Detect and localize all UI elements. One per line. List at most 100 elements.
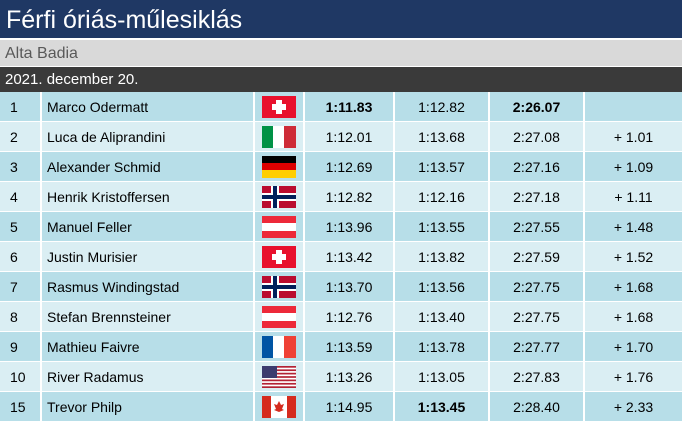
gap: + 1.48: [585, 212, 682, 242]
rank: 1: [0, 92, 42, 122]
run2: 1:13.45: [395, 392, 490, 422]
rank: 10: [0, 362, 42, 392]
flag-icon: [262, 275, 296, 298]
flag-icon: [262, 215, 296, 238]
total: 2:27.16: [490, 152, 585, 182]
gap: + 1.52: [585, 242, 682, 272]
title: Férfi óriás-műlesiklás: [0, 0, 682, 40]
result-row: 15 Trevor Philp 1:14.95 1:13.45 2:28.40 + 2.3…: [0, 392, 682, 422]
flag-icon: [262, 95, 296, 118]
gap: + 1.01: [585, 122, 682, 152]
rank: 3: [0, 152, 42, 182]
result-row: 5 Manuel Feller 1:13.96 1:13.55 2:27.55 + 1.4…: [0, 212, 682, 242]
total: 2:28.40: [490, 392, 585, 422]
rank: 8: [0, 302, 42, 332]
run1: 1:11.83: [305, 92, 395, 122]
total: 2:27.77: [490, 332, 585, 362]
total: 2:27.83: [490, 362, 585, 392]
run2: 1:13.05: [395, 362, 490, 392]
gap: + 1.70: [585, 332, 682, 362]
subtitle: Alta Badia: [0, 40, 682, 67]
total: 2:27.08: [490, 122, 585, 152]
run1: 1:13.96: [305, 212, 395, 242]
results-table: 1 Marco Odermatt 1:11.83 1:12.82 2:26.07 2 Luc…: [0, 92, 682, 422]
gap: + 1.11: [585, 182, 682, 212]
run1: 1:14.95: [305, 392, 395, 422]
flag: [255, 92, 305, 122]
run1: 1:13.26: [305, 362, 395, 392]
flag-icon: [262, 395, 296, 418]
name: Stefan Brennsteiner: [42, 302, 255, 332]
result-row: 9 Mathieu Faivre 1:13.59 1:13.78 2:27.77 + 1.…: [0, 332, 682, 362]
gap: + 1.68: [585, 272, 682, 302]
flag: [255, 332, 305, 362]
flag: [255, 362, 305, 392]
run2: 1:13.57: [395, 152, 490, 182]
run1: 1:12.69: [305, 152, 395, 182]
run2: 1:13.68: [395, 122, 490, 152]
name: Henrik Kristoffersen: [42, 182, 255, 212]
name: Trevor Philp: [42, 392, 255, 422]
name: Marco Odermatt: [42, 92, 255, 122]
flag: [255, 122, 305, 152]
result-row: 1 Marco Odermatt 1:11.83 1:12.82 2:26.07: [0, 92, 682, 122]
run1: 1:13.70: [305, 272, 395, 302]
flag-icon: [262, 365, 296, 388]
run1: 1:12.01: [305, 122, 395, 152]
result-row: 3 Alexander Schmid 1:12.69 1:13.57 2:27.16 + …: [0, 152, 682, 182]
total: 2:26.07: [490, 92, 585, 122]
gap: [585, 92, 682, 122]
rank: 7: [0, 272, 42, 302]
rank: 2: [0, 122, 42, 152]
flag-icon: [262, 245, 296, 268]
name: River Radamus: [42, 362, 255, 392]
gap: + 1.68: [585, 302, 682, 332]
rank: 15: [0, 392, 42, 422]
result-row: 7 Rasmus Windingstad 1:13.70 1:13.56 2:27.75…: [0, 272, 682, 302]
gap: + 2.33: [585, 392, 682, 422]
run1: 1:13.59: [305, 332, 395, 362]
rank: 5: [0, 212, 42, 242]
gap: + 1.09: [585, 152, 682, 182]
result-row: 8 Stefan Brennsteiner 1:12.76 1:13.40 2:27.7…: [0, 302, 682, 332]
run2: 1:13.78: [395, 332, 490, 362]
run2: 1:13.56: [395, 272, 490, 302]
run1: 1:12.76: [305, 302, 395, 332]
gap: + 1.76: [585, 362, 682, 392]
flag-icon: [262, 185, 296, 208]
run2: 1:13.82: [395, 242, 490, 272]
name: Luca de Aliprandini: [42, 122, 255, 152]
name: Rasmus Windingstad: [42, 272, 255, 302]
result-row: 10 River Radamus 1:13.26 1:13.05 2:27.83 + 1.…: [0, 362, 682, 392]
name: Mathieu Faivre: [42, 332, 255, 362]
flag-icon: [262, 335, 296, 358]
result-row: 6 Justin Murisier 1:13.42 1:13.82 2:27.59 + 1…: [0, 242, 682, 272]
flag-icon: [262, 155, 296, 178]
run2: 1:13.55: [395, 212, 490, 242]
flag: [255, 272, 305, 302]
flag: [255, 152, 305, 182]
run2: 1:12.16: [395, 182, 490, 212]
name: Alexander Schmid: [42, 152, 255, 182]
result-row: 2 Luca de Aliprandini 1:12.01 1:13.68 2:27.0…: [0, 122, 682, 152]
flag: [255, 182, 305, 212]
rank: 9: [0, 332, 42, 362]
rank: 6: [0, 242, 42, 272]
total: 2:27.55: [490, 212, 585, 242]
name: Justin Murisier: [42, 242, 255, 272]
flag: [255, 212, 305, 242]
date: 2021. december 20.: [0, 67, 682, 92]
result-row: 4 Henrik Kristoffersen 1:12.82 1:12.16 2:27.…: [0, 182, 682, 212]
flag-icon: [262, 125, 296, 148]
flag: [255, 392, 305, 422]
total: 2:27.59: [490, 242, 585, 272]
flag: [255, 302, 305, 332]
rank: 4: [0, 182, 42, 212]
run2: 1:13.40: [395, 302, 490, 332]
flag-icon: [262, 305, 296, 328]
flag: [255, 242, 305, 272]
total: 2:27.18: [490, 182, 585, 212]
total: 2:27.75: [490, 272, 585, 302]
total: 2:27.75: [490, 302, 585, 332]
